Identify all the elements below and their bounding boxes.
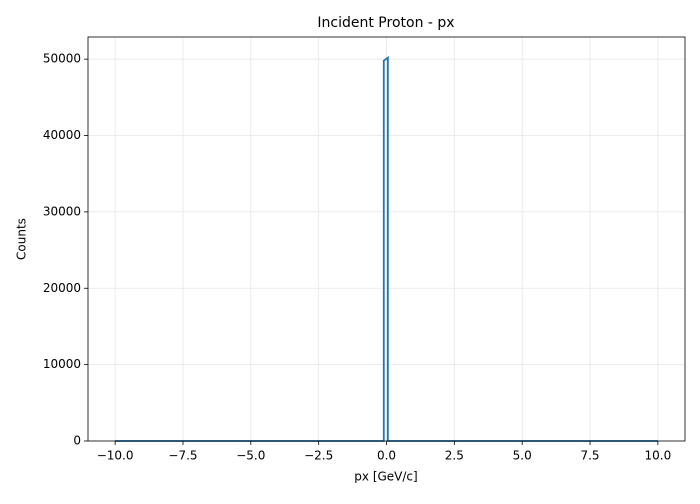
y-tick-label: 20000 bbox=[43, 281, 81, 295]
x-tick-label: 5.0 bbox=[513, 449, 532, 463]
x-tick-label: −7.5 bbox=[168, 449, 197, 463]
y-tick-label: 50000 bbox=[43, 52, 81, 66]
y-axis-label: Counts bbox=[15, 218, 29, 260]
x-tick-label: 0.0 bbox=[377, 449, 396, 463]
x-axis-label: px [GeV/c] bbox=[354, 470, 417, 484]
y-tick-label: 40000 bbox=[43, 128, 81, 142]
chart-title: Incident Proton - px bbox=[317, 15, 454, 31]
y-tick-label: 0 bbox=[73, 434, 81, 448]
x-tick-label: −2.5 bbox=[304, 449, 333, 463]
x-tick-label: 7.5 bbox=[580, 449, 599, 463]
x-tick-label: 10.0 bbox=[645, 449, 672, 463]
grid bbox=[88, 37, 685, 442]
x-tick-label: −5.0 bbox=[236, 449, 265, 463]
y-tick-label: 30000 bbox=[43, 204, 81, 218]
x-tick-label: −10.0 bbox=[97, 449, 134, 463]
y-tick-label: 10000 bbox=[43, 357, 81, 371]
x-tick-label: 2.5 bbox=[445, 449, 464, 463]
